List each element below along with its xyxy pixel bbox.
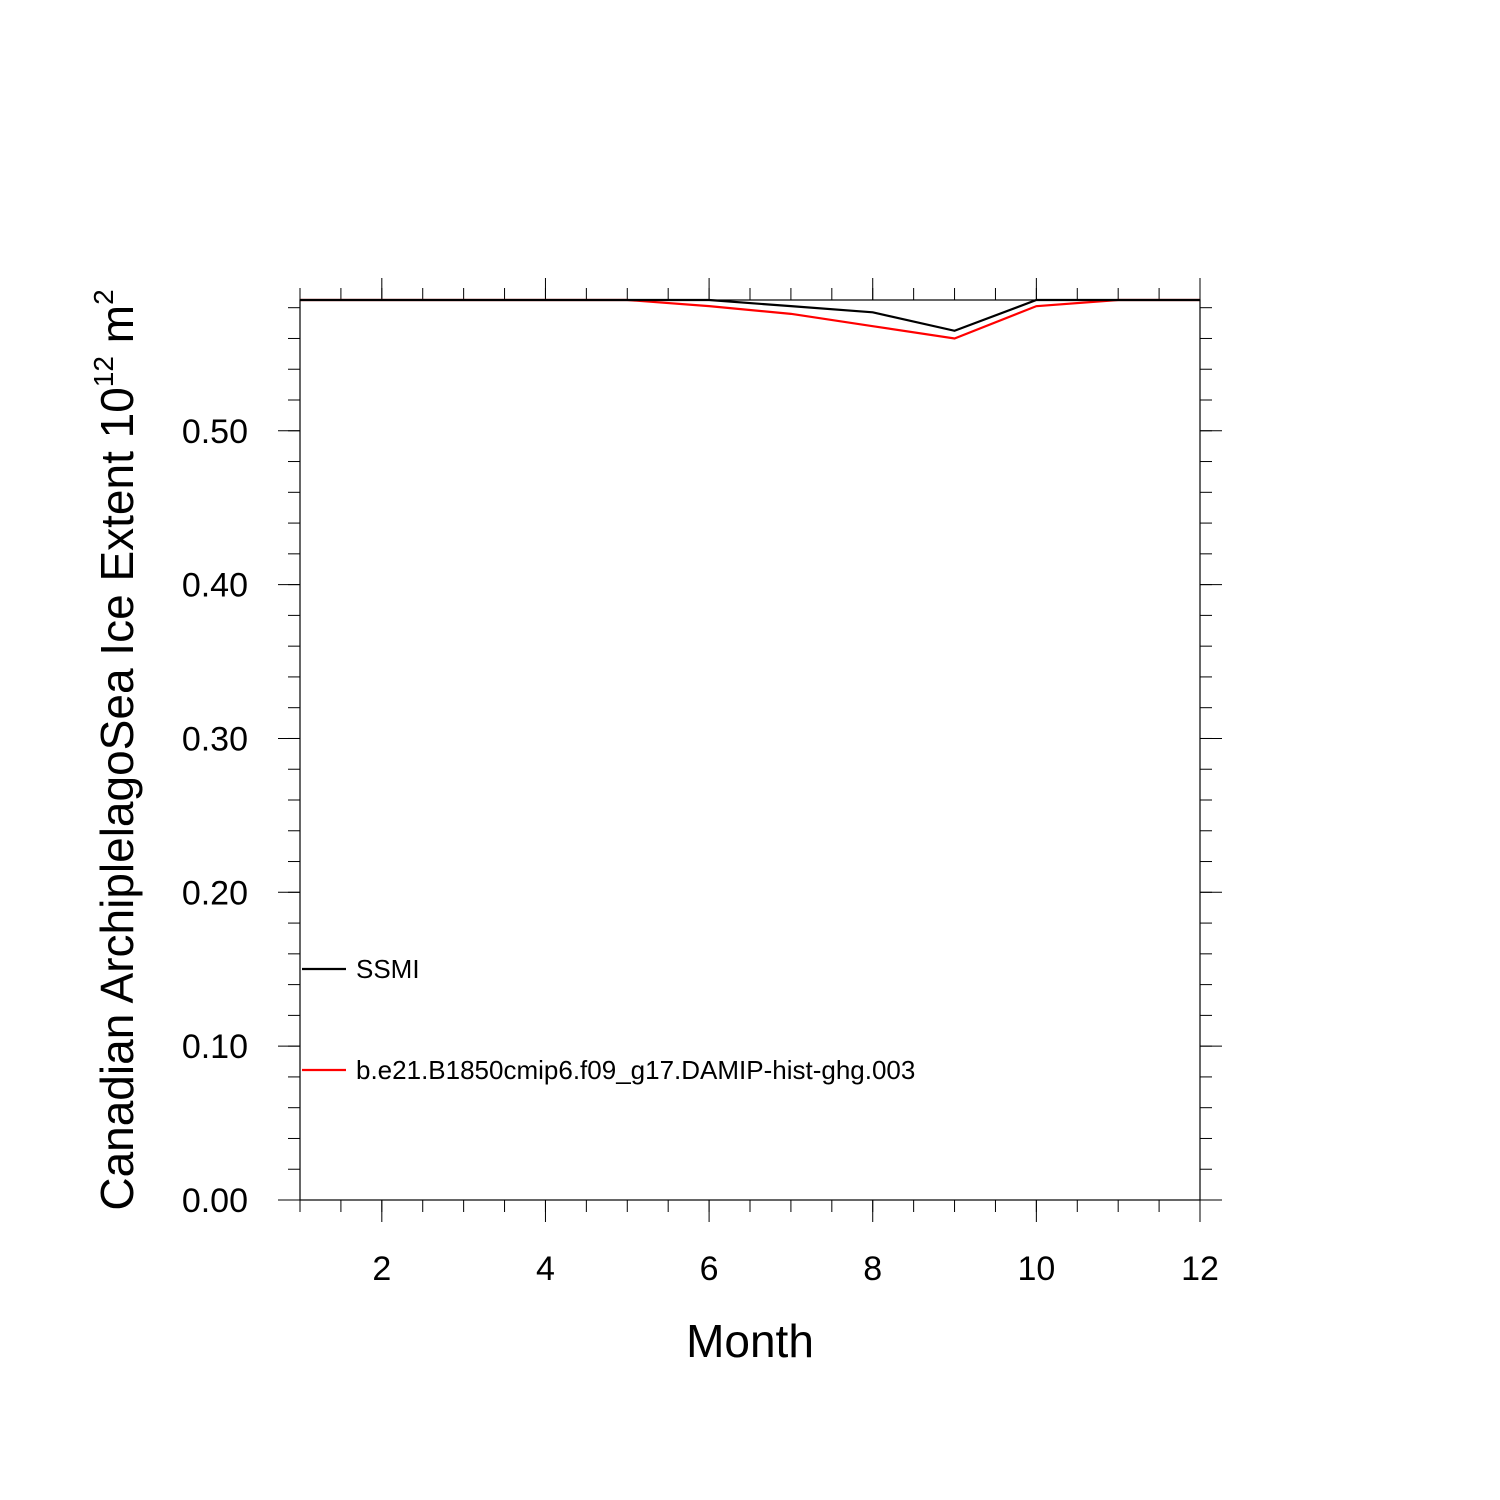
x-tick-label: 10 bbox=[1017, 1250, 1055, 1288]
x-tick-label: 12 bbox=[1181, 1250, 1219, 1288]
x-tick-label: 8 bbox=[863, 1250, 882, 1288]
x-tick-label: 2 bbox=[372, 1250, 391, 1288]
y-tick-label: 0.10 bbox=[182, 1028, 248, 1066]
y-axis-title: Canadian ArchiplelagoSea Ice Extent 1012… bbox=[88, 289, 143, 1210]
plot-frame bbox=[299, 299, 1201, 1201]
x-axis-title: Month bbox=[686, 1315, 814, 1367]
y-axis-title-superscript-2: 2 bbox=[88, 289, 119, 305]
y-tick-label: 0.40 bbox=[182, 567, 248, 605]
x-tick-label: 6 bbox=[700, 1250, 719, 1288]
axis-ticks bbox=[278, 278, 1222, 1222]
y-axis-title-superscript-1: 12 bbox=[88, 356, 119, 387]
legend-label: b.e21.B1850cmip6.f09_g17.DAMIP-hist-ghg.… bbox=[356, 1055, 915, 1085]
series-lines bbox=[300, 298, 1200, 340]
y-tick-label: 0.20 bbox=[182, 874, 248, 912]
y-tick-label: 0.30 bbox=[182, 720, 248, 758]
series-line bbox=[300, 298, 1200, 340]
y-tick-label: 0.00 bbox=[182, 1182, 248, 1220]
x-tick-label: 4 bbox=[536, 1250, 555, 1288]
legend-label: SSMI bbox=[356, 954, 420, 984]
y-axis-title-unit: m bbox=[91, 305, 143, 356]
tick-labels: 2 4 6 8 10 12 0.00 0.10 0.20 0.30 0.40 0.50 bbox=[182, 413, 1219, 1288]
legend: SSMI b.e21.B1850cmip6.f09_g17.DAMIP-hist-… bbox=[302, 954, 915, 1085]
y-tick-label: 0.50 bbox=[182, 413, 248, 451]
y-axis-title-main: Canadian ArchiplelagoSea Ice Extent 10 bbox=[91, 387, 143, 1210]
